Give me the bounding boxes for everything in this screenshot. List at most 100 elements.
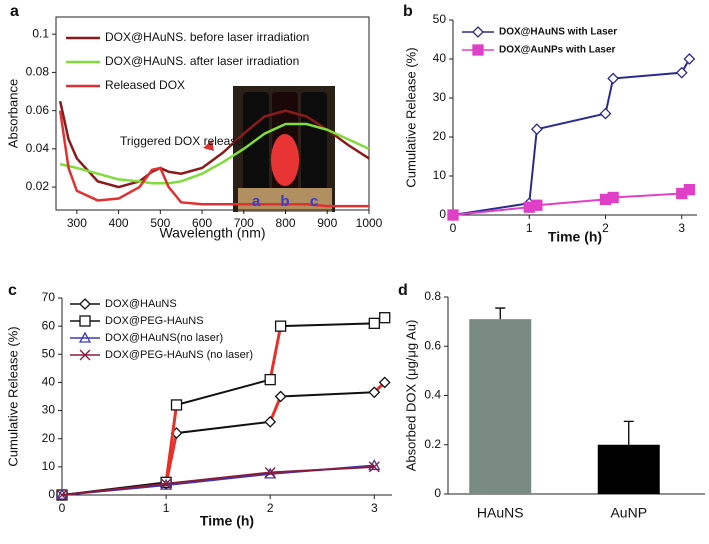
legend-marker (79, 349, 91, 361)
panel-label: c (8, 282, 17, 299)
marker (607, 72, 620, 85)
series-line (59, 122, 370, 185)
y-tick-label: 10 (42, 459, 56, 473)
y-tick-label: 0.4 (424, 388, 441, 402)
marker (683, 183, 696, 196)
y-tick-label: 30 (42, 403, 56, 417)
inset-photo (233, 86, 335, 212)
inset-label: c (310, 193, 318, 210)
x-tick-label: AuNP (610, 505, 647, 521)
series-line (58, 100, 370, 189)
y-tick-label: 0.04 (26, 141, 50, 155)
legend-label: DOX@HAuNS with Laser (499, 27, 617, 38)
x-tick-label: 2 (602, 221, 609, 235)
x-tick-label: 600 (192, 216, 212, 230)
x-tick-label: 400 (109, 216, 129, 230)
x-tick-label: 300 (67, 216, 87, 230)
series-line (452, 58, 691, 216)
legend-label: DOX@AuNPs with Laser (499, 45, 616, 56)
y-tick-label: 0.1 (32, 26, 49, 40)
series-line (452, 188, 690, 216)
y-tick-label: 0.06 (26, 103, 50, 117)
marker (274, 390, 287, 403)
annotation-arrow (203, 140, 214, 151)
x-tick-label: 800 (276, 216, 296, 230)
marker (378, 376, 391, 389)
legend-marker (78, 331, 92, 343)
y-tick-label: 20 (433, 129, 447, 143)
y-tick-label: 0.6 (424, 338, 441, 352)
marker (379, 312, 391, 324)
x-tick-label: 3 (678, 221, 685, 235)
marker (368, 386, 381, 399)
marker (56, 489, 68, 501)
annotation: Triggered DOX release (120, 134, 243, 148)
error-bar (495, 307, 506, 320)
marker (264, 467, 276, 478)
marker (675, 66, 688, 79)
x-tick-label: 1 (526, 221, 533, 235)
series-line (61, 465, 375, 496)
y-tick-label: 10 (433, 168, 447, 182)
y-tick-label: 40 (433, 51, 447, 65)
x-tick-label: 2 (267, 501, 274, 515)
y-tick-label: 40 (42, 375, 56, 389)
legend-label: DOX@HAuNS. before laser irradiation (105, 30, 309, 44)
legend-marker (79, 315, 91, 327)
y-tick-label: 0.2 (424, 437, 441, 451)
inset-label: a (252, 193, 261, 210)
marker (264, 415, 277, 428)
x-tick-label: 700 (234, 216, 254, 230)
x-tick-label: 500 (150, 216, 170, 230)
marker (170, 399, 183, 411)
x-tick-label: 900 (317, 216, 337, 230)
panel-label: b (403, 3, 413, 20)
y-tick-label: 60 (42, 318, 56, 332)
legend-label: DOX@PEG-HAuNS (no laser) (105, 349, 253, 361)
panel-label: d (398, 282, 408, 299)
y-axis-label: Absorbance (5, 79, 20, 148)
y-tick-label: 30 (433, 90, 447, 104)
y-axis-label: Cumulative Release (%) (403, 47, 418, 187)
jump-segment (268, 395, 282, 423)
x-axis-label: Wavelength (nm) (159, 225, 265, 241)
y-tick-label: 0 (439, 207, 446, 221)
legend-marker (79, 298, 91, 310)
marker (447, 209, 459, 221)
y-tick-label: 50 (42, 346, 56, 360)
series-line (58, 110, 369, 208)
legend-label: DOX@HAuNS (105, 298, 177, 310)
x-axis-label: Time (h) (548, 229, 602, 245)
x-tick-label: HAuNS (477, 505, 524, 521)
marker (368, 317, 380, 329)
marker (160, 478, 172, 490)
y-tick-label: 50 (433, 12, 447, 26)
marker (530, 123, 543, 136)
jump-segment (164, 404, 178, 483)
jump-segment (268, 325, 283, 380)
error-bar (623, 420, 634, 445)
bar (597, 444, 660, 494)
bar (469, 319, 532, 494)
y-tick-label: 0.02 (26, 179, 50, 193)
legend-label: DOX@HAuNS(no laser) (105, 332, 223, 344)
marker (607, 191, 619, 204)
y-tick-label: 0.8 (424, 289, 441, 303)
y-tick-label: 0 (434, 486, 441, 500)
x-tick-label: 1000 (356, 216, 383, 230)
x-axis-label: Time (h) (200, 513, 254, 529)
marker (599, 107, 612, 120)
y-tick-label: 0 (48, 487, 55, 501)
marker (274, 320, 287, 332)
marker (683, 53, 696, 65)
x-tick-label: 1 (163, 501, 170, 515)
y-axis-label: Absorbed DOX (μg/μg Au) (403, 320, 418, 472)
legend-label: DOX@HAuNS. after laser irradiation (105, 54, 299, 68)
y-tick-label: 0.08 (26, 65, 50, 79)
legend-label: DOX@PEG-HAuNS (105, 315, 204, 327)
y-tick-label: 20 (42, 431, 56, 445)
legend-marker (472, 44, 484, 56)
y-axis-label: Cumulative Release (%) (5, 326, 20, 466)
legend-marker (472, 26, 484, 38)
